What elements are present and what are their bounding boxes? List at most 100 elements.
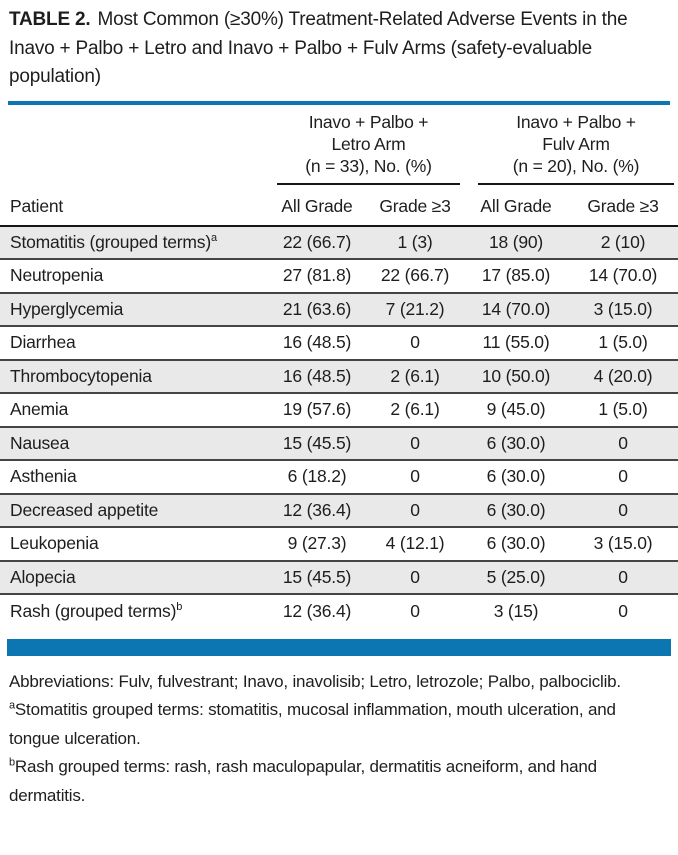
row-label-superscript: b: [176, 600, 183, 613]
row-label: Diarrhea: [10, 332, 76, 353]
footnote: aStomatitis grouped terms: stomatitis, m…: [9, 696, 668, 753]
cell-value: 22 (66.7): [282, 231, 352, 252]
table-body: Stomatitis (grouped terms)a 22 (66.7) 1 …: [0, 225, 678, 628]
row-label: Nausea: [10, 432, 70, 453]
row-label: Rash (grouped terms): [10, 600, 177, 621]
group-header-line: (n = 20), No. (%): [512, 155, 640, 176]
table-row: Rash (grouped terms)b 12 (36.4) 0 3 (15)…: [0, 594, 678, 628]
cell-value: 0: [410, 332, 420, 353]
cell-value: 9 (45.0): [486, 399, 546, 420]
cell-value: 14 (70.0): [481, 298, 551, 319]
footnote-superscript: b: [9, 756, 15, 769]
group-header-line: Fulv Arm: [542, 133, 610, 154]
cell-value: 5 (25.0): [486, 566, 546, 587]
cell-value: 0: [410, 432, 420, 453]
table-figure: TABLE 2. Most Common (≥30%) Treatment-Rel…: [0, 9, 678, 811]
cell-value: 2 (6.1): [390, 399, 440, 420]
cell-value: 1 (3): [397, 231, 433, 252]
group-header-row: Inavo + Palbo + Letro Arm (n = 33), No. …: [0, 111, 678, 185]
cell-value: 17 (85.0): [481, 265, 551, 286]
table-row: Hyperglycemia 21 (63.6) 7 (21.2) 14 (70.…: [0, 292, 678, 326]
table-row: Leukopenia 9 (27.3) 4 (12.1) 6 (30.0) 3 …: [0, 527, 678, 561]
cell-value: 6 (30.0): [486, 432, 546, 453]
footnote: bRash grouped terms: rash, rash maculopa…: [9, 753, 668, 810]
cell-value: 15 (45.5): [282, 566, 352, 587]
row-label: Anemia: [10, 399, 69, 420]
footnote-text: Abbreviations: Fulv, fulvestrant; Inavo,…: [9, 671, 621, 691]
cell-value: 3 (15.0): [593, 533, 653, 554]
cell-value: 21 (63.6): [282, 298, 352, 319]
cell-value: 0: [410, 600, 420, 621]
cell-value: 18 (90): [488, 231, 544, 252]
group-header-fulv-arm: Inavo + Palbo + Fulv Arm (n = 20), No. (…: [464, 111, 678, 185]
row-label: Stomatitis (grouped terms): [10, 231, 211, 252]
cell-value: 0: [410, 566, 420, 587]
group-header-letro-arm: Inavo + Palbo + Letro Arm (n = 33), No. …: [268, 111, 464, 185]
cell-value: 1 (5.0): [598, 332, 648, 353]
cell-value: 9 (27.3): [287, 533, 347, 554]
row-label: Asthenia: [10, 466, 77, 487]
cell-value: 6 (18.2): [287, 466, 347, 487]
table-row: Anemia 19 (57.6) 2 (6.1) 9 (45.0) 1 (5.0…: [0, 393, 678, 427]
cell-value: 7 (21.2): [385, 298, 445, 319]
row-label: Leukopenia: [10, 533, 99, 554]
cell-value: 0: [618, 432, 628, 453]
column-header-grade3-fulv: Grade ≥3: [568, 184, 678, 227]
column-header-grade3-letro: Grade ≥3: [366, 184, 464, 227]
cell-value: 6 (30.0): [486, 499, 546, 520]
cell-value: 4 (20.0): [593, 365, 653, 386]
cell-value: 0: [410, 499, 420, 520]
cell-value: 27 (81.8): [282, 265, 352, 286]
table-title-text: Most Common (≥30%) Treatment-Related Adv…: [9, 9, 628, 87]
group-header-line: (n = 33), No. (%): [305, 155, 432, 176]
cell-value: 0: [618, 600, 628, 621]
row-label: Decreased appetite: [10, 499, 159, 520]
footnotes: Abbreviations: Fulv, fulvestrant; Inavo,…: [0, 668, 678, 811]
accent-bar-bottom: [7, 638, 671, 656]
cell-value: 3 (15.0): [593, 298, 653, 319]
footnote-text: Stomatitis grouped terms: stomatitis, mu…: [9, 700, 616, 748]
cell-value: 10 (50.0): [481, 365, 551, 386]
adverse-events-table: Inavo + Palbo + Letro Arm (n = 33), No. …: [0, 111, 678, 628]
cell-value: 2 (10): [600, 231, 646, 252]
table-header: Inavo + Palbo + Letro Arm (n = 33), No. …: [0, 111, 678, 227]
cell-value: 0: [618, 566, 628, 587]
cell-value: 11 (55.0): [482, 332, 550, 353]
column-header-allgrade-letro: All Grade: [268, 184, 366, 227]
group-header-line: Inavo + Palbo +: [516, 111, 636, 132]
footnote-text: Rash grouped terms: rash, rash maculopap…: [9, 757, 597, 805]
cell-value: 15 (45.5): [282, 432, 352, 453]
cell-value: 14 (70.0): [588, 265, 658, 286]
row-label: Hyperglycemia: [10, 298, 124, 319]
table-row: Decreased appetite 12 (36.4) 0 6 (30.0) …: [0, 493, 678, 527]
cell-value: 6 (30.0): [486, 533, 546, 554]
footnote: Abbreviations: Fulv, fulvestrant; Inavo,…: [9, 668, 668, 697]
column-header-patient: Patient: [0, 184, 268, 227]
column-header-allgrade-fulv: All Grade: [464, 184, 568, 227]
table-row: Diarrhea 16 (48.5) 0 11 (55.0) 1 (5.0): [0, 326, 678, 360]
table-row: Asthenia 6 (18.2) 0 6 (30.0) 0: [0, 460, 678, 494]
table-row: Stomatitis (grouped terms)a 22 (66.7) 1 …: [0, 225, 678, 259]
cell-value: 0: [618, 499, 628, 520]
row-label: Thrombocytopenia: [10, 365, 152, 386]
cell-value: 19 (57.6): [282, 399, 352, 420]
table-row: Thrombocytopenia 16 (48.5) 2 (6.1) 10 (5…: [0, 359, 678, 393]
cell-value: 0: [410, 466, 420, 487]
cell-value: 16 (48.5): [282, 332, 352, 353]
group-header-line: Inavo + Palbo +: [308, 111, 429, 132]
cell-value: 12 (36.4): [282, 600, 352, 621]
accent-rule-top: [8, 100, 670, 105]
cell-value: 16 (48.5): [282, 365, 352, 386]
row-label-superscript: a: [210, 231, 217, 244]
cell-value: 12 (36.4): [282, 499, 352, 520]
cell-value: 6 (30.0): [486, 466, 546, 487]
cell-value: 1 (5.0): [598, 399, 648, 420]
column-header-row: Patient All Grade Grade ≥3 All Grade Gra…: [0, 184, 678, 227]
footnote-superscript: a: [9, 699, 15, 712]
cell-value: 0: [618, 466, 628, 487]
cell-value: 4 (12.1): [385, 533, 445, 554]
table-row: Alopecia 15 (45.5) 0 5 (25.0) 0: [0, 560, 678, 594]
cell-value: 3 (15): [493, 600, 539, 621]
table-number-label: TABLE 2.: [9, 9, 91, 30]
row-label: Alopecia: [10, 566, 76, 587]
